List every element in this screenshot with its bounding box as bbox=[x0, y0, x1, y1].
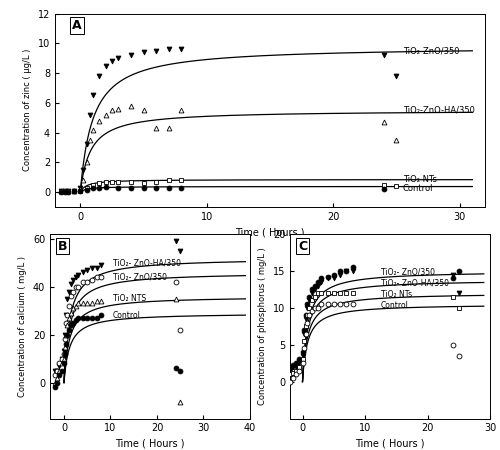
Text: TiO₂- ZnO-HA/350: TiO₂- ZnO-HA/350 bbox=[380, 278, 448, 287]
Text: Control: Control bbox=[113, 311, 140, 320]
Y-axis label: Concentration of phosphorus ( mg/L ): Concentration of phosphorus ( mg/L ) bbox=[258, 248, 267, 405]
Text: Control: Control bbox=[403, 184, 434, 193]
Text: TiO₂ NTS: TiO₂ NTS bbox=[113, 294, 146, 303]
Text: TiO₂- ZnO-HA/350: TiO₂- ZnO-HA/350 bbox=[113, 258, 181, 267]
Text: TiO₂ NTs: TiO₂ NTs bbox=[403, 175, 437, 184]
Text: TiO₂- ZnO/350: TiO₂- ZnO/350 bbox=[380, 268, 434, 277]
Text: Control: Control bbox=[380, 301, 408, 310]
Text: TiO₂ NTs: TiO₂ NTs bbox=[380, 290, 412, 299]
Text: TiO₂-ZnO-HA/350: TiO₂-ZnO-HA/350 bbox=[403, 106, 474, 115]
Text: C: C bbox=[298, 239, 307, 252]
Text: TiO₂- ZnO/350: TiO₂- ZnO/350 bbox=[113, 273, 167, 282]
Text: TiO₂-ZnO/350: TiO₂-ZnO/350 bbox=[403, 46, 460, 55]
Y-axis label: Concentration of calcium ( mg/L ): Concentration of calcium ( mg/L ) bbox=[18, 256, 27, 397]
Text: B: B bbox=[58, 239, 68, 252]
Y-axis label: Concentration of zinc ( μg/L ): Concentration of zinc ( μg/L ) bbox=[23, 49, 32, 171]
X-axis label: Time ( Hours ): Time ( Hours ) bbox=[236, 227, 305, 238]
Text: A: A bbox=[72, 19, 82, 32]
X-axis label: Time ( Hours ): Time ( Hours ) bbox=[355, 439, 425, 449]
X-axis label: Time ( Hours ): Time ( Hours ) bbox=[115, 439, 185, 449]
